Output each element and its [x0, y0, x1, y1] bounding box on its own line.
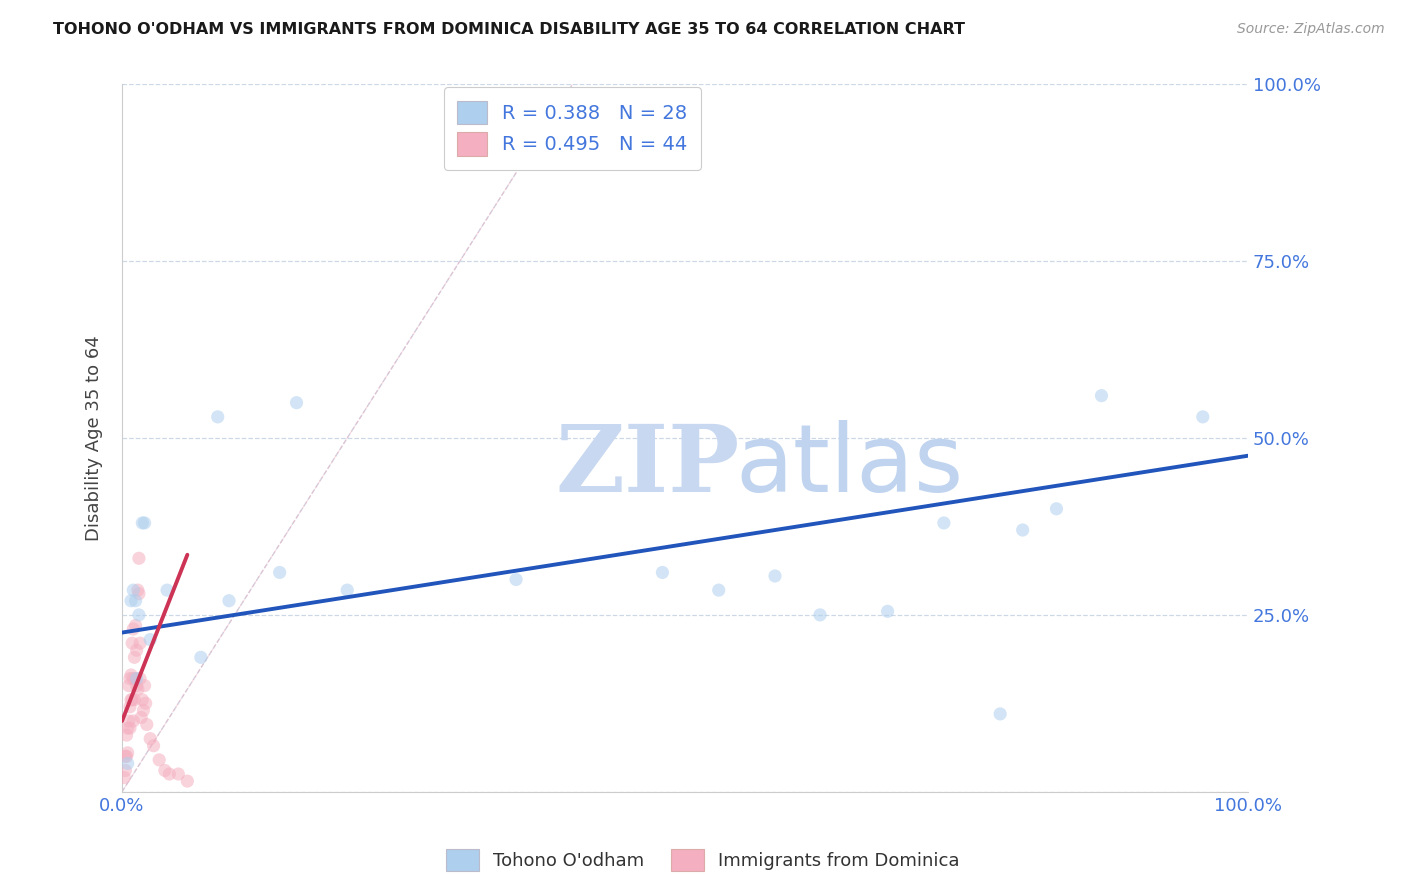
Point [118, 714, 141, 728]
Point [117, 746, 139, 760]
Point [122, 583, 145, 598]
Point [156, 583, 179, 598]
Point [114, 749, 136, 764]
Point [128, 551, 150, 566]
Point [120, 692, 142, 706]
Point [117, 756, 139, 771]
Text: ZIP: ZIP [555, 421, 740, 511]
Point [135, 717, 157, 731]
Point [120, 668, 142, 682]
Point [118, 672, 141, 686]
Point [114, 764, 136, 778]
Point [157, 767, 180, 781]
Point [131, 516, 153, 530]
Point [131, 692, 153, 706]
Point [120, 593, 142, 607]
Point [118, 699, 141, 714]
Point [118, 721, 141, 735]
Point [125, 679, 148, 693]
Point [876, 604, 898, 618]
Point [269, 566, 291, 580]
Point [218, 593, 240, 607]
Text: Source: ZipAtlas.com: Source: ZipAtlas.com [1237, 22, 1385, 37]
Point [122, 672, 145, 686]
Point [128, 587, 150, 601]
Point [1191, 409, 1213, 424]
Point [117, 721, 139, 735]
Text: TOHONO O'ODHAM VS IMMIGRANTS FROM DOMINICA DISABILITY AGE 35 TO 64 CORRELATION C: TOHONO O'ODHAM VS IMMIGRANTS FROM DOMINI… [53, 22, 966, 37]
Point [148, 753, 170, 767]
Point [125, 643, 148, 657]
Point [125, 672, 148, 686]
Point [134, 516, 156, 530]
Point [505, 573, 527, 587]
Point [176, 774, 198, 789]
Point [115, 728, 138, 742]
Point [153, 764, 176, 778]
Point [142, 739, 165, 753]
Point [707, 583, 730, 598]
Point [132, 703, 155, 717]
Point [118, 679, 141, 693]
Point [121, 636, 143, 650]
Point [763, 569, 786, 583]
Point [651, 566, 673, 580]
Point [336, 583, 359, 598]
Point [129, 672, 152, 686]
Point [1090, 389, 1112, 403]
Point [139, 731, 162, 746]
Point [122, 714, 145, 728]
Point [122, 622, 145, 636]
Legend: Tohono O'odham, Immigrants from Dominica: Tohono O'odham, Immigrants from Dominica [439, 842, 967, 879]
Point [124, 593, 146, 607]
Point [121, 692, 143, 706]
Point [167, 767, 190, 781]
Legend: R = 0.388   N = 28, R = 0.495   N = 44: R = 0.388 N = 28, R = 0.495 N = 44 [444, 87, 702, 169]
Point [115, 749, 138, 764]
Point [1011, 523, 1033, 537]
Point [285, 395, 308, 409]
Point [128, 607, 150, 622]
Point [135, 696, 157, 710]
Point [127, 583, 149, 598]
Point [124, 672, 146, 686]
Point [112, 771, 135, 785]
Point [190, 650, 212, 665]
Point [124, 618, 146, 632]
Y-axis label: Disability Age 35 to 64: Disability Age 35 to 64 [86, 335, 103, 541]
Point [207, 409, 229, 424]
Text: atlas: atlas [735, 420, 965, 512]
Point [127, 682, 149, 697]
Point [129, 636, 152, 650]
Point [124, 692, 146, 706]
Point [988, 706, 1011, 721]
Point [932, 516, 955, 530]
Point [129, 710, 152, 724]
Point [808, 607, 831, 622]
Point [134, 679, 156, 693]
Point [139, 632, 162, 647]
Point [1045, 501, 1067, 516]
Point [124, 650, 146, 665]
